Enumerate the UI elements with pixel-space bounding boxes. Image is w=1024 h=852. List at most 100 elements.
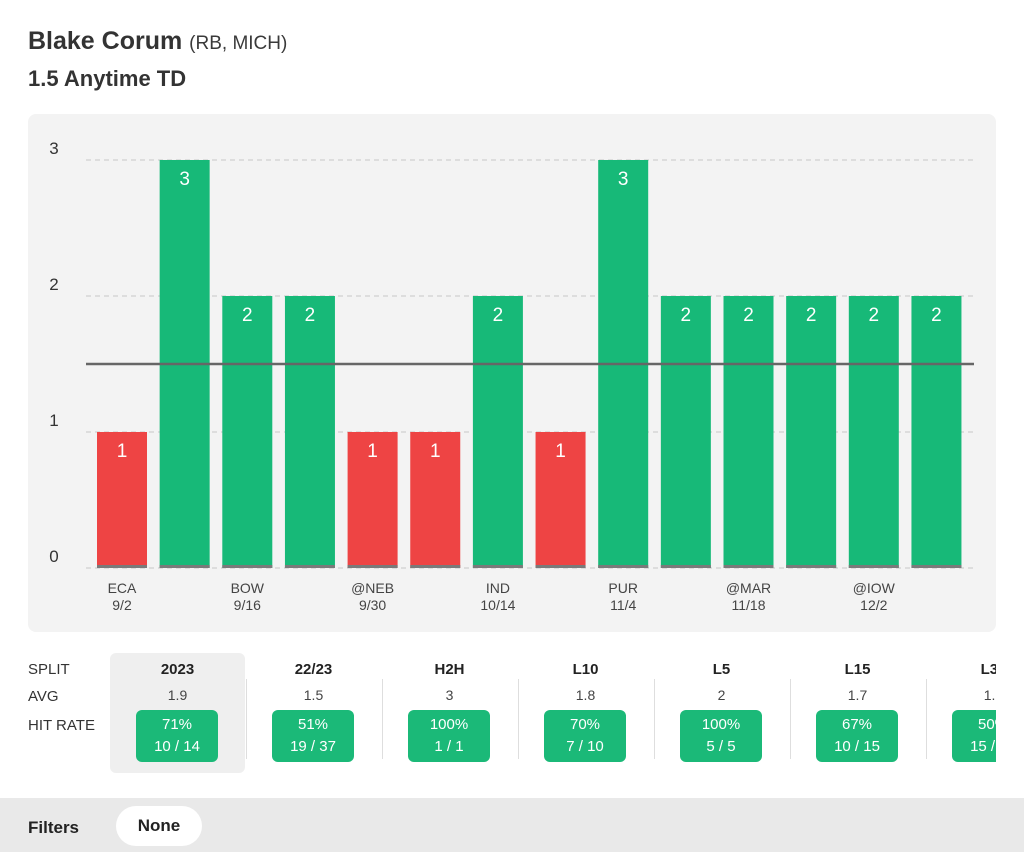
split-avg: 3 (445, 687, 454, 703)
bar-value-label: 2 (305, 305, 316, 326)
y-tick-label: 2 (49, 275, 58, 294)
filters-bar: Filters None (0, 798, 1024, 852)
split-label: SPLIT (28, 661, 70, 678)
split-columns: 2023 1.9 71% 10 / 14 22/23 1.5 51% 19 / 37 H2H 3 1… (110, 653, 996, 773)
split-column-L10[interactable]: L10 1.8 70% 7 / 10 (518, 653, 653, 773)
hit-rate-label: HIT RATE (28, 717, 95, 734)
split-name: L5 (712, 661, 731, 678)
player-name: Blake Corum (28, 27, 183, 55)
bar-value-label: 2 (743, 305, 754, 326)
hit-rate-badge: 67% 10 / 15 (816, 710, 898, 762)
bar-value-label: 1 (430, 441, 441, 462)
bar (97, 432, 147, 568)
split-avg: 1.8 (575, 687, 596, 703)
x-tick-date: 10/14 (480, 597, 515, 613)
bar-base (598, 565, 649, 568)
split-name: 2023 (160, 661, 195, 678)
bar (535, 432, 586, 568)
hit-rate-percent: 51% (297, 716, 329, 733)
hit-rate-percent: 50% (977, 716, 996, 733)
bar (347, 432, 398, 568)
bar-base (284, 565, 335, 568)
bar (472, 296, 523, 568)
hit-rate-badge: 100% 1 / 1 (408, 710, 490, 762)
hit-rate-fraction: 10 / 15 (834, 738, 880, 755)
bar-base (472, 565, 523, 568)
split-avg: 1.7 (847, 687, 868, 703)
split-column-L30[interactable]: L30 1.5 50% 15 / 30 (926, 653, 996, 773)
split-column-H2H[interactable]: H2H 3 100% 1 / 1 (382, 653, 517, 773)
x-tick-date: 12/2 (860, 597, 887, 613)
market-title: 1.5 Anytime TD (28, 66, 187, 91)
hit-rate-badge: 51% 19 / 37 (272, 710, 354, 762)
x-tick-team: @IOW (853, 580, 896, 596)
bar-base (347, 565, 398, 568)
split-column-L15[interactable]: L15 1.7 67% 10 / 15 (790, 653, 925, 773)
avg-label: AVG (28, 688, 59, 705)
split-name: L15 (844, 661, 871, 678)
y-tick-label: 3 (49, 139, 58, 158)
x-tick-date: 11/4 (610, 597, 636, 613)
bar-base (535, 565, 586, 568)
bar-value-label: 3 (618, 169, 629, 190)
x-tick-date: 9/16 (234, 597, 261, 613)
bar-base (97, 565, 147, 568)
x-tick-team: @MAR (726, 580, 771, 596)
bar (284, 296, 335, 568)
hit-rate-percent: 70% (569, 716, 601, 733)
hit-rate-fraction: 19 / 37 (290, 738, 336, 755)
bar-base (786, 565, 837, 568)
hit-rate-percent: 71% (161, 716, 193, 733)
filters-button[interactable]: None (116, 806, 202, 846)
page-title: Blake Corum (RB, MICH) (28, 26, 287, 59)
split-column-2223[interactable]: 22/23 1.5 51% 19 / 37 (246, 653, 381, 773)
bar (222, 296, 273, 568)
bar-value-label: 2 (931, 305, 942, 326)
bar (410, 432, 461, 568)
hit-rate-percent: 100% (701, 716, 741, 733)
column-divider (790, 679, 791, 759)
header: Blake Corum (RB, MICH) 1.5 Anytime TD (28, 26, 287, 93)
bar (911, 296, 962, 568)
x-tick-team: ECA (108, 580, 137, 596)
hit-rate-badge: 70% 7 / 10 (544, 710, 626, 762)
filters-label: Filters (28, 818, 80, 837)
bar-value-label: 2 (869, 305, 880, 326)
x-tick-team: @NEB (351, 580, 394, 596)
x-tick-date: 11/18 (732, 597, 766, 613)
column-divider (246, 679, 247, 759)
bar-value-label: 2 (681, 305, 692, 326)
hit-rate-fraction: 10 / 14 (154, 738, 200, 755)
bar-base (911, 565, 962, 568)
split-avg: 1.9 (167, 687, 188, 703)
y-tick-label: 1 (49, 411, 58, 430)
x-tick-date: 9/30 (359, 597, 386, 613)
hit-rate-badge: 100% 5 / 5 (680, 710, 762, 762)
bar-base (723, 565, 774, 568)
split-avg: 1.5 (303, 687, 324, 703)
hit-rate-badge: 50% 15 / 30 (952, 710, 996, 762)
x-tick-team: BOW (231, 580, 265, 596)
split-avg: 2 (717, 687, 726, 703)
hit-rate-percent: 100% (429, 716, 469, 733)
hit-rate-percent: 67% (841, 716, 873, 733)
bar-value-label: 3 (179, 169, 190, 190)
bar-base (410, 565, 461, 568)
column-divider (382, 679, 383, 759)
bar (723, 296, 774, 568)
x-tick-team: PUR (608, 580, 638, 596)
split-column-L5[interactable]: L5 2 100% 5 / 5 (654, 653, 789, 773)
split-name: 22/23 (294, 661, 333, 678)
hit-rate-fraction: 1 / 1 (434, 738, 464, 755)
bar (848, 296, 899, 568)
column-divider (926, 679, 927, 759)
y-tick-label: 0 (49, 547, 58, 566)
bar-base (848, 565, 899, 568)
x-tick-team: IND (486, 580, 510, 596)
split-column-2023[interactable]: 2023 1.9 71% 10 / 14 (110, 653, 245, 773)
split-avg: 1.5 (983, 687, 996, 703)
bar-base (159, 565, 210, 568)
bar-value-label: 1 (367, 441, 378, 462)
chart-card: 0 1 2 3 1 ECA 9/2 3 2 BOW 9/16 2 1 @NEB 9/30 1 2 IND 10/14… (28, 114, 996, 632)
